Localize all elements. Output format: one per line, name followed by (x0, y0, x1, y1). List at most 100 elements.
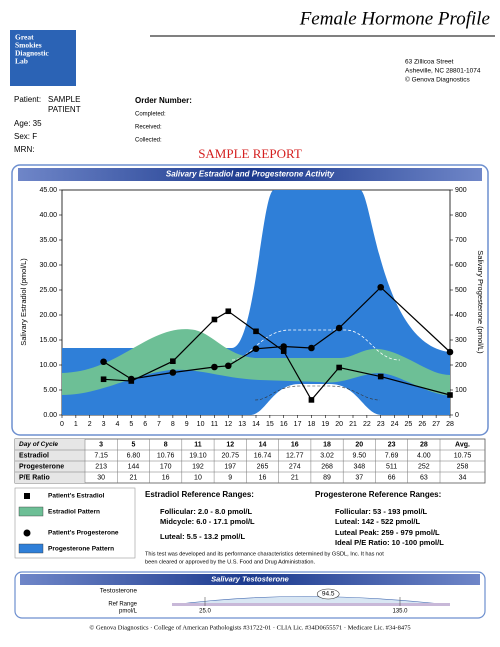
y-axis-label: Salivary Estradiol (pmol/L) (19, 258, 28, 346)
patient-name: SAMPLE (48, 95, 80, 104)
address-line: Asheville, NC 28801-1074 (405, 68, 481, 75)
table-day: 28 (420, 441, 428, 448)
table-progesterone: 348 (353, 463, 365, 470)
y-tick-label: 45.00 (39, 187, 57, 194)
estradiol-point (377, 373, 384, 380)
y-tick-label: 0.00 (43, 412, 57, 419)
table-estradiol: 12.77 (286, 452, 304, 459)
x-tick-label: 19 (321, 421, 329, 428)
chart-title: Salivary Estradiol and Progesterone Acti… (166, 170, 335, 179)
estradiol-point (225, 308, 232, 315)
testosterone-title: Salivary Testosterone (211, 574, 289, 583)
progesterone-point (100, 358, 107, 366)
reference-title: Progesterone Reference Ranges: (315, 490, 441, 499)
table-estradiol: 4.00 (417, 452, 431, 459)
disclaimer: been cleared or approved by the U.S. Foo… (145, 559, 316, 565)
legend-swatch (18, 543, 44, 554)
table-pe-ratio: 63 (420, 474, 428, 481)
x-tick-label: 13 (238, 421, 246, 428)
y2-tick-label: 100 (455, 387, 467, 394)
x-tick-label: 21 (349, 421, 357, 428)
table-estradiol: 16.74 (254, 452, 272, 459)
disclaimer: This test was developed and its performa… (145, 551, 384, 557)
y2-axis-label: Salivary Progesterone (pmol/L) (476, 250, 485, 354)
x-tick-label: 0 (60, 421, 64, 428)
progesterone-point (335, 324, 343, 332)
estradiol-point (447, 392, 453, 398)
table-pe-ratio: 21 (130, 474, 138, 481)
table-estradiol: 3.02 (320, 452, 334, 459)
x-tick-label: 24 (391, 421, 399, 428)
table-pe-ratio: 21 (291, 474, 299, 481)
gauge-bar (171, 596, 451, 606)
table-estradiol: 20.75 (221, 452, 239, 459)
progesterone-point (211, 363, 218, 371)
range-label: pmol/L (119, 609, 138, 615)
table-pe-ratio: 89 (323, 474, 331, 481)
range-tick-label: 25.0 (199, 609, 211, 615)
table-header: Day of Cycle (19, 441, 58, 448)
order-title: Order Number: (135, 96, 192, 105)
y2-tick-label: 400 (455, 312, 467, 319)
y2-tick-label: 600 (455, 262, 467, 269)
sample-stamp: SAMPLE REPORT (198, 146, 302, 161)
x-tick-label: 2 (88, 421, 92, 428)
table-pe-ratio: 10 (194, 474, 202, 481)
reference-line: Luteal: 142 - 522 pmol/L (335, 517, 420, 526)
estradiol-point (211, 316, 218, 323)
estradiol-point (170, 358, 176, 364)
order-field: Collected: (135, 138, 162, 144)
table-progesterone: 144 (128, 463, 140, 470)
table-header: Avg. (455, 441, 470, 448)
table-avg: 10.75 (454, 452, 472, 459)
table-avg: 34 (459, 474, 467, 481)
table-estradiol: 9.50 (353, 452, 367, 459)
logo-text: Diagnostic (15, 49, 49, 58)
gauge-bar-base (172, 603, 450, 606)
table-progesterone: 274 (289, 463, 301, 470)
legend-label: Patient's Progesterone (48, 530, 119, 537)
x-tick-label: 12 (224, 421, 232, 428)
table-estradiol: 6.80 (127, 452, 141, 459)
table-pe-ratio: 30 (97, 474, 105, 481)
plot-area (61, 189, 451, 416)
progesterone-point (446, 348, 454, 356)
x-tick-label: 28 (446, 421, 454, 428)
table-day: 5 (131, 441, 135, 448)
table-day: 8 (164, 441, 168, 448)
x-tick-label: 10 (197, 421, 205, 428)
estradiol-point (336, 364, 342, 371)
table-day: 14 (259, 441, 267, 448)
logo-box (10, 30, 76, 86)
reference-title: Estradiol Reference Ranges: (145, 490, 254, 499)
legend-marker (24, 493, 30, 499)
table-progesterone: 268 (321, 463, 333, 470)
legend-label: Progesterone Pattern (48, 546, 114, 553)
estradiol-point (308, 397, 315, 403)
table-day: 20 (355, 441, 363, 448)
table-day: 18 (323, 441, 331, 448)
estradiol-point (100, 376, 107, 383)
table-estradiol: 10.76 (157, 452, 175, 459)
x-tick-label: 25 (405, 421, 413, 428)
range-tick-label: 135.0 (392, 609, 408, 615)
testosterone-title-bar (20, 574, 480, 585)
estradiol-point (253, 328, 259, 335)
progesterone-point (127, 375, 135, 383)
table-estradiol: 7.69 (385, 452, 399, 459)
table-day: 11 (194, 441, 202, 448)
progesterone-point (308, 344, 315, 352)
table-pe-ratio: 37 (355, 474, 363, 481)
progesterone-point (224, 362, 232, 370)
legend-swatch (18, 506, 44, 517)
progesterone-point (252, 345, 260, 353)
x-tick-label: 15 (266, 421, 274, 428)
reference-line: Follicular: 53 - 193 pmol/L (335, 507, 428, 516)
progesterone-point (280, 343, 288, 350)
y2-tick-label: 700 (455, 237, 467, 244)
x-tick-label: 11 (211, 421, 218, 428)
x-tick-label: 8 (171, 421, 175, 428)
y-tick-label: 10.00 (39, 362, 57, 369)
